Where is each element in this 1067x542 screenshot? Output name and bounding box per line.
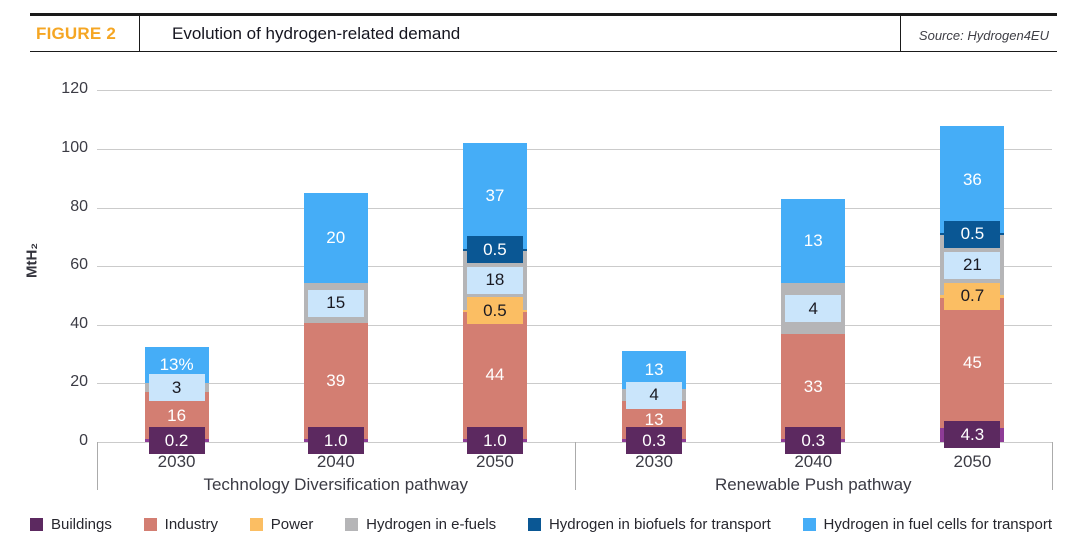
- legend-swatch-power: [249, 518, 263, 531]
- legend-item-efuels: Hydrogen in e-fuels: [345, 516, 496, 533]
- year-label: 2030: [635, 452, 673, 471]
- y-tick-label: 120: [61, 80, 88, 98]
- bar-label-industry: 13: [644, 410, 664, 430]
- bar-label-fuelcells: 13: [644, 360, 664, 380]
- bar-label-power: 0.7: [944, 282, 1001, 310]
- group-bracket: [574, 442, 576, 490]
- group-label: Technology Diversification pathway: [203, 475, 469, 494]
- bar-label-efuels: 4: [626, 381, 683, 409]
- bar-label-industry: 33: [803, 376, 823, 396]
- group-bracket: [1052, 442, 1053, 490]
- bar-label-biofuels: 0.5: [466, 236, 523, 264]
- header-divider-left: [139, 15, 140, 51]
- bar-label-efuels: 15: [307, 289, 364, 317]
- bar-segment-industry: [303, 323, 368, 439]
- legend-label: Hydrogen in e-fuels: [366, 516, 497, 533]
- gridline: [97, 207, 1052, 209]
- figure-label: FIGURE 2: [36, 24, 117, 43]
- header-bottom-rule: [30, 51, 1057, 52]
- chart-title: Evolution of hydrogen-related demand: [172, 24, 461, 43]
- bar-label-buildings: 0.2: [148, 427, 205, 454]
- legend-item-industry: Industry: [143, 516, 219, 533]
- year-label: 2040: [316, 452, 355, 471]
- bar-label-industry: 39: [326, 371, 346, 391]
- year-label: 2030: [157, 452, 196, 471]
- bar-segment-fuelcells: [303, 193, 368, 283]
- bar-label-fuelcells: 13: [803, 231, 823, 251]
- y-tick-label: 100: [61, 139, 88, 156]
- bar-segment-industry: [781, 334, 846, 439]
- legend-label: Hydrogen in fuel cells for transport: [823, 516, 1052, 533]
- group-bracket: [97, 442, 98, 490]
- bar-label-industry: 45: [962, 352, 982, 372]
- legend-swatch-fuelcells: [802, 518, 816, 531]
- bar-label-efuels: 21: [944, 251, 1001, 279]
- legend: Buildings Industry Power Hydrogen in e-fuel…: [30, 516, 1052, 533]
- bar-label-biofuels: 0.5: [944, 220, 1001, 248]
- header-divider-right: [900, 15, 901, 51]
- y-tick-label: 80: [70, 197, 88, 215]
- bar-label-fuelcells: 20: [326, 228, 346, 248]
- legend-label: Hydrogen in biofuels for transport: [548, 516, 771, 533]
- bar-label-efuels: 4: [785, 295, 842, 323]
- bar-segment-fuelcells: [462, 143, 527, 249]
- year-label: 2050: [953, 452, 992, 471]
- bar-label-efuels: 3: [148, 374, 205, 402]
- legend-swatch-buildings: [30, 518, 43, 531]
- bar-label-power: 0.5: [466, 297, 523, 325]
- bar-label-fuelcells: 36: [962, 169, 982, 189]
- bar-label-buildings: 1.0: [466, 427, 523, 454]
- bar-label-buildings: 0.3: [626, 427, 683, 454]
- bar-label-buildings: 4.3: [944, 421, 1001, 449]
- bar-label-efuels: 18: [466, 266, 523, 294]
- legend-item-biofuels: Hydrogen in biofuels for transport: [527, 516, 771, 533]
- gridline: [97, 266, 1052, 268]
- legend-label: Buildings: [51, 516, 112, 533]
- legend-item-buildings: Buildings: [30, 516, 112, 533]
- legend-label: Power: [270, 516, 314, 533]
- legend-swatch-biofuels: [527, 518, 541, 531]
- gridline: [97, 383, 1052, 385]
- legend-swatch-efuels: [345, 518, 359, 531]
- year-label: 2050: [475, 452, 514, 471]
- bar-label-fuelcells: 13%: [159, 355, 194, 375]
- y-tick-label: 60: [70, 256, 88, 274]
- legend-item-fuelcells: Hydrogen in fuel cells for transport: [802, 516, 1052, 533]
- bar-label-buildings: 1.0: [307, 427, 364, 454]
- header-top-rule: [30, 13, 1057, 16]
- gridline: [97, 324, 1052, 326]
- bar-segment-fuelcells: [781, 199, 846, 284]
- source-label: Source: Hydrogen4EU: [918, 28, 1049, 43]
- gridline: [97, 90, 1052, 92]
- year-label: 2040: [794, 452, 833, 471]
- y-tick-label: 0: [79, 432, 88, 449]
- legend-item-power: Power: [249, 516, 314, 533]
- gridline: [97, 149, 1052, 150]
- legend-swatch-industry: [143, 518, 157, 531]
- bar-segment-industry: [940, 297, 1005, 428]
- y-tick-label: 40: [70, 314, 88, 332]
- bar-label-fuelcells: 37: [485, 186, 505, 206]
- bar-label-buildings: 0.3: [785, 427, 842, 454]
- bar-label-industry: 44: [485, 365, 505, 385]
- bar-label-industry: 16: [167, 405, 187, 425]
- y-tick-label: 20: [70, 373, 88, 391]
- bar-segment-fuelcells: [940, 126, 1005, 234]
- legend-label: Industry: [164, 516, 219, 533]
- group-label: Renewable Push pathway: [714, 475, 912, 494]
- bar-segment-industry: [462, 311, 527, 439]
